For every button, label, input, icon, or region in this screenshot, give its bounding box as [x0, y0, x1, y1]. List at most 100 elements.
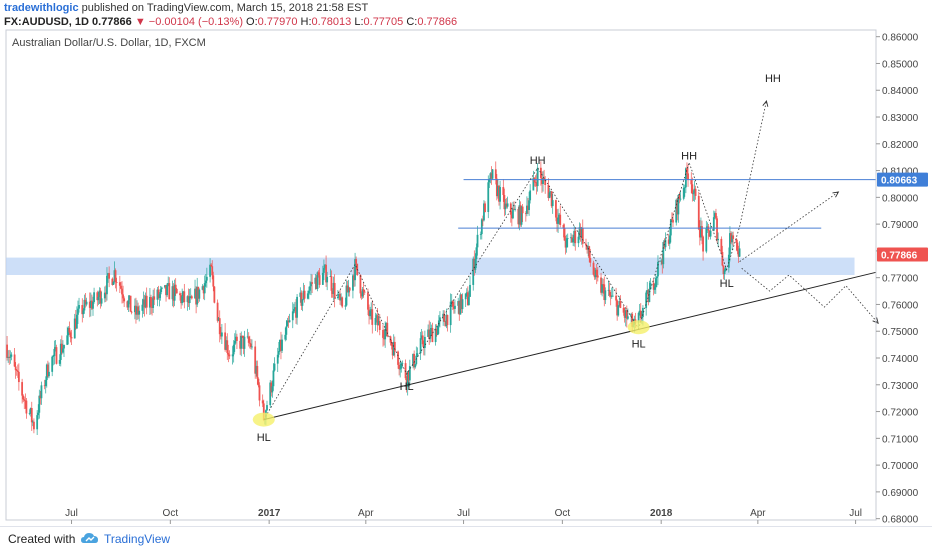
candle-up: [89, 300, 92, 308]
candle-up: [416, 353, 419, 356]
arrowhead-icon: [762, 99, 769, 107]
candle-up: [198, 289, 201, 299]
candle-up: [706, 226, 709, 229]
candle-down: [318, 275, 321, 285]
candle-up: [234, 336, 237, 341]
candle-down: [143, 299, 146, 308]
candle-down: [588, 246, 591, 259]
candle-up: [284, 334, 287, 340]
candle-up: [310, 282, 312, 287]
candle-down: [371, 309, 374, 325]
candle-down: [505, 203, 508, 207]
candle-up: [499, 187, 501, 202]
candle-down: [91, 300, 93, 309]
candle-down: [68, 327, 71, 333]
candle-up: [601, 284, 604, 293]
candle-up: [361, 289, 364, 297]
candle-down: [22, 395, 25, 400]
candle-up: [113, 270, 116, 282]
candle-up: [557, 217, 559, 224]
candle-up: [52, 356, 55, 357]
candle-up: [542, 178, 544, 184]
candle-down: [241, 335, 244, 337]
candle-down: [23, 399, 26, 401]
candle-up: [669, 219, 672, 236]
candle-up: [149, 296, 151, 308]
candle-up: [465, 292, 468, 294]
candle-up: [642, 307, 644, 318]
candle-up: [506, 203, 509, 207]
candle-up: [345, 285, 348, 306]
y-tick-label: 0.86000: [882, 33, 919, 44]
candle-up: [445, 314, 448, 327]
candle-down: [694, 188, 697, 196]
open-value: 0.77970: [257, 16, 298, 28]
candle-down: [466, 292, 469, 305]
candle-up: [332, 282, 335, 294]
candle-down: [33, 421, 35, 430]
candle-down: [509, 203, 512, 215]
candle-up: [309, 286, 311, 291]
candle-up: [488, 179, 491, 183]
candle-up: [141, 304, 144, 311]
candle-down: [495, 178, 498, 197]
candle-up: [51, 356, 54, 372]
candle-down: [249, 343, 252, 347]
candle-up: [662, 241, 665, 265]
symbol-label[interactable]: FX:AUDUSD, 1D: [4, 16, 89, 28]
candle-down: [647, 289, 650, 303]
candle-up: [504, 203, 507, 210]
candle-up: [479, 234, 482, 235]
candle-down: [671, 219, 673, 220]
candle-down: [527, 205, 529, 210]
author-link[interactable]: tradewithlogic: [4, 2, 79, 14]
candle-down: [315, 277, 318, 289]
candle-down: [431, 327, 434, 343]
candle-down: [715, 213, 717, 219]
candle-down: [404, 363, 407, 379]
candle-up: [92, 302, 94, 309]
candle-down: [498, 185, 500, 202]
candle-down: [168, 283, 171, 300]
candle-up: [439, 317, 441, 321]
candle-up: [78, 305, 80, 309]
candle-up: [10, 354, 13, 357]
ascending-trendline[interactable]: [263, 271, 877, 421]
candle-up: [566, 238, 569, 240]
candle-up: [338, 293, 340, 297]
candle-up: [483, 203, 485, 221]
candle-up: [549, 191, 552, 193]
candle-up: [28, 413, 31, 414]
candle-up: [653, 287, 656, 290]
candle-up: [59, 343, 62, 360]
candle-down: [736, 242, 739, 252]
tradingview-brand-link[interactable]: TradingView: [104, 532, 171, 546]
candle-down: [581, 227, 584, 244]
candle-down: [571, 237, 573, 243]
candle-down: [541, 177, 543, 184]
candle-down: [589, 258, 592, 263]
candle-down: [625, 310, 628, 319]
candle-down: [70, 337, 73, 339]
candle-up: [48, 371, 50, 377]
x-tick-label: 2017: [258, 508, 281, 519]
candle-down: [165, 285, 167, 296]
candle-down: [174, 284, 177, 290]
y-tick-label: 0.85000: [882, 59, 919, 70]
candle-down: [46, 364, 49, 377]
tradingview-cloud-icon[interactable]: [80, 531, 102, 547]
candle-up: [133, 305, 136, 313]
candle-up: [40, 385, 43, 399]
candle-up: [53, 348, 56, 357]
candle-down: [730, 233, 732, 243]
candle-down: [615, 295, 617, 301]
price-chart[interactable]: Australian Dollar/U.S. Dollar, 1D, FXCM …: [0, 0, 932, 526]
candle-down: [121, 288, 123, 295]
candle-up: [693, 188, 696, 194]
candle-down: [585, 243, 587, 246]
candle-up: [558, 214, 561, 218]
candle-up: [266, 405, 268, 411]
candle-down: [355, 259, 358, 264]
candle-down: [151, 306, 153, 308]
chart-header: tradewithlogic published on TradingView.…: [0, 0, 932, 30]
